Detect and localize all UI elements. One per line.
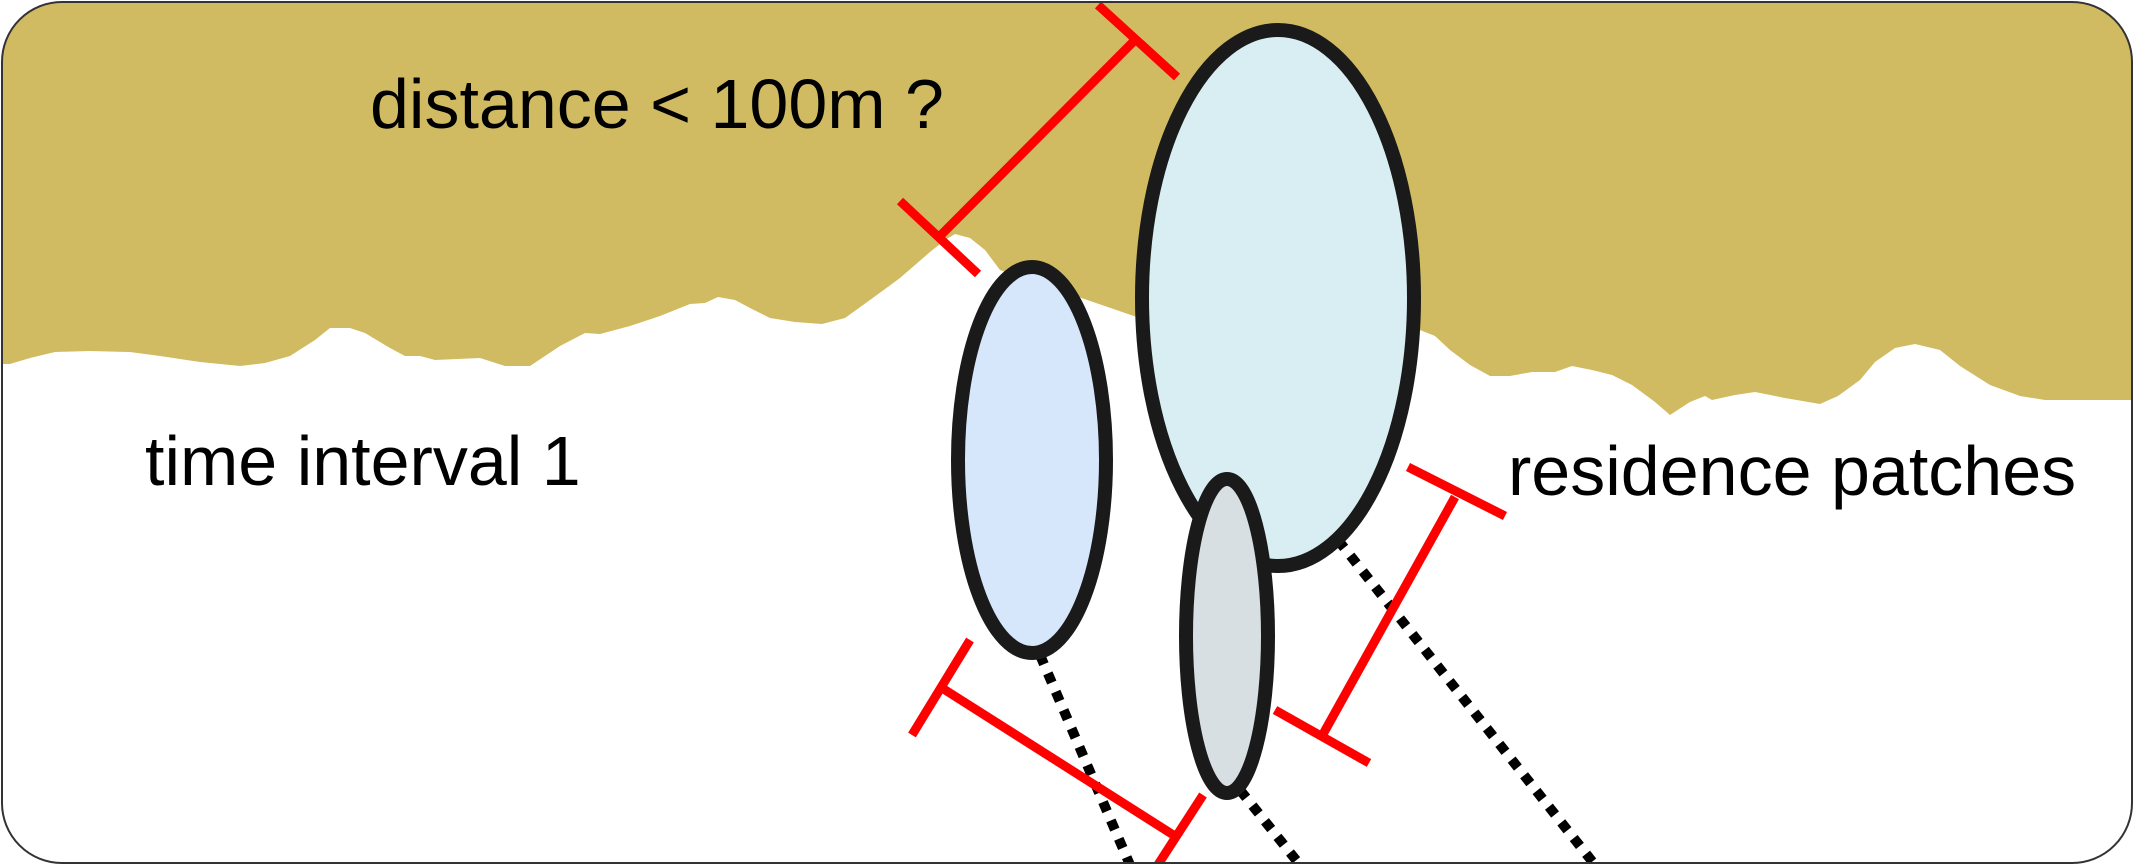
residence-patches-label: residence patches: [1508, 432, 2076, 510]
patch-large: [1135, 23, 1421, 573]
distance-label: distance < 100m ?: [370, 65, 944, 143]
dotted-path-small: [1236, 786, 1304, 863]
patch-small: [1179, 472, 1275, 800]
distance-measures: [896, 2, 1508, 863]
ground-band: [2, 2, 2132, 415]
dotted-path-large: [1334, 536, 1599, 863]
movement-paths: [1035, 536, 1599, 863]
distance-bar-bottom-right: [1272, 462, 1508, 767]
patch-left: [951, 260, 1113, 660]
time-interval-label: time interval 1: [145, 422, 581, 500]
distance-bar-top: [896, 2, 1181, 278]
distance-bar-bottom-left: [908, 637, 1207, 863]
